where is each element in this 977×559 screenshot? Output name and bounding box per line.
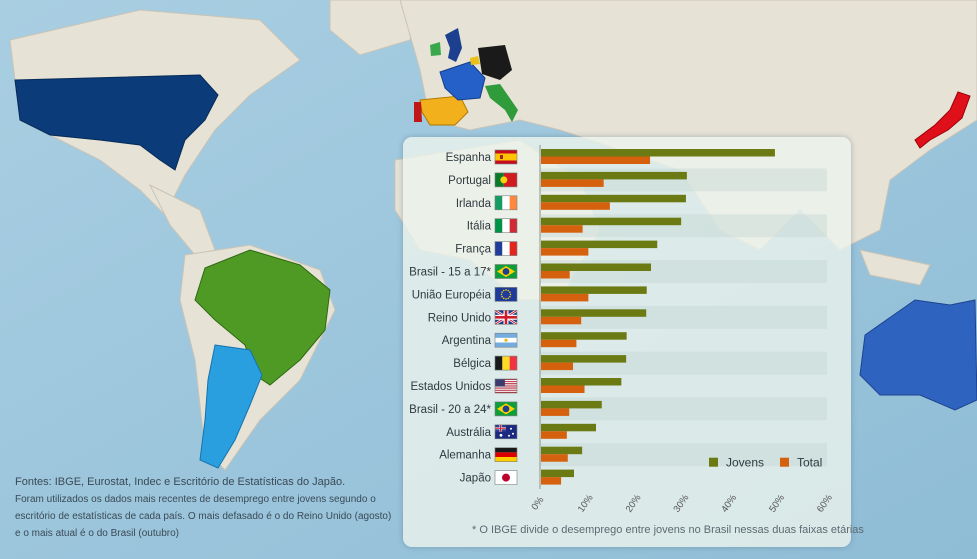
bar-jovens [541, 171, 687, 180]
argentina-shape [199, 344, 263, 469]
category-label: Japão [460, 473, 491, 485]
category-label: Austrália [446, 427, 491, 439]
argentina-flag-icon [494, 332, 518, 348]
brazil-shape [194, 249, 331, 386]
bar-jovens [541, 423, 597, 432]
bar-jovens [541, 400, 602, 409]
portugal-shape [414, 102, 422, 122]
japan-flag-icon [494, 470, 518, 485]
greenland-land [329, 0, 421, 56]
category-label: Alemanha [439, 450, 491, 462]
usa-flag-icon [494, 378, 518, 394]
bar-jovens [541, 469, 575, 478]
bar-total [541, 202, 610, 210]
sources-block: Fontes: IBGE, Eurostat, Indec e Escritór… [15, 474, 395, 542]
spain-flag-icon [494, 149, 518, 165]
category-label: Irlanda [456, 198, 492, 210]
bar-total [541, 454, 568, 462]
category-label: União Européia [412, 289, 492, 301]
row-stripe [540, 305, 827, 329]
indonesia-land [859, 249, 931, 286]
france-shape [439, 61, 486, 101]
category-label: Bélgica [453, 358, 491, 370]
eu-flag-icon [494, 287, 518, 302]
chart-footnote: * O IBGE divide o desemprego entre joven… [472, 524, 864, 536]
germany-flag-icon [494, 447, 518, 463]
bar-jovens [541, 217, 682, 226]
bar-total [541, 385, 585, 393]
france-flag-icon [494, 241, 518, 256]
bar-total [541, 293, 589, 302]
bar-total [541, 477, 562, 485]
bar-total [541, 225, 583, 233]
category-label: Espanha [446, 152, 492, 164]
bar-jovens [541, 355, 627, 363]
bar-jovens [541, 194, 686, 203]
category-label: França [455, 244, 491, 256]
usa-shape [14, 74, 219, 171]
legend-swatch [780, 457, 789, 467]
bar-jovens [541, 378, 622, 386]
row-stripe [540, 397, 827, 421]
sources-note: Foram utilizados os dados mais recentes … [15, 494, 392, 539]
x-tick-label: 0% [530, 494, 547, 512]
category-label: Estados Unidos [410, 381, 491, 393]
italy-flag-icon [494, 218, 518, 233]
x-tick-label: 10% [576, 492, 596, 514]
ireland-shape [430, 42, 441, 56]
bar-jovens [541, 309, 647, 317]
chart-panel [403, 137, 851, 547]
bar-total [541, 248, 589, 256]
legend-label: Total [797, 456, 822, 470]
category-label: Argentina [442, 335, 492, 347]
japan-shape [914, 91, 971, 149]
x-tick-label: 20% [624, 492, 644, 514]
ireland-flag-icon [494, 195, 518, 211]
bar-jovens [541, 332, 627, 340]
bar-total [541, 362, 574, 371]
category-label: Brasil - 15 a 17* [409, 267, 491, 279]
bar-jovens [541, 263, 652, 271]
row-stripe [540, 260, 827, 283]
bar-jovens [541, 286, 647, 294]
bar-jovens [541, 240, 658, 249]
australia-flag-icon [494, 424, 518, 440]
bar-jovens [541, 149, 775, 157]
category-label: Reino Unido [428, 312, 491, 324]
bar-total [541, 339, 577, 348]
bar-total [541, 316, 582, 325]
category-label: Portugal [448, 175, 491, 187]
belgium-shape [470, 56, 480, 65]
brazil-flag-icon [494, 401, 518, 417]
bar-total [541, 408, 570, 416]
category-label: Brasil - 20 a 24* [409, 404, 491, 416]
brazil-flag-icon [494, 264, 518, 279]
x-tick-label: 50% [767, 492, 787, 514]
row-stripe [540, 351, 827, 375]
category-label: Itália [467, 221, 492, 233]
bar-total [541, 156, 651, 164]
row-stripe [540, 214, 827, 238]
legend-swatch [709, 457, 718, 467]
legend-label: Jovens [726, 456, 764, 470]
bar-jovens [541, 446, 583, 455]
australia-shape [859, 299, 977, 411]
uk-flag-icon [494, 309, 518, 326]
x-tick-label: 60% [815, 492, 835, 514]
x-tick-label: 30% [671, 492, 691, 514]
sources-title: Fontes: IBGE, Eurostat, Indec e Escritór… [15, 476, 346, 488]
uk-shape [445, 28, 462, 62]
unemployment-bar-chart: Espanha Portugal Irlanda Itália França Brasil… [409, 145, 835, 515]
x-tick-label: 40% [719, 492, 739, 514]
italy-shape [485, 84, 518, 122]
portugal-flag-icon [494, 172, 518, 188]
bar-total [541, 431, 567, 439]
row-stripe [540, 443, 827, 467]
belgium-flag-icon [494, 355, 518, 371]
bar-total [541, 179, 604, 187]
bar-total [541, 271, 570, 279]
germany-shape [478, 45, 512, 80]
